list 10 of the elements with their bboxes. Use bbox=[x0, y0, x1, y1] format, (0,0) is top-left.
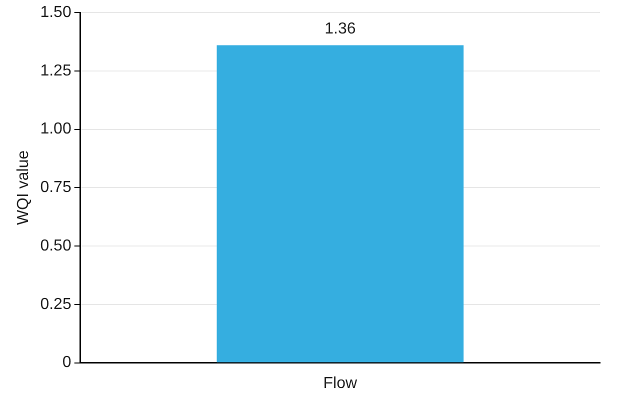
y-tick-label: 0 bbox=[62, 354, 72, 372]
y-tick-label: 0.50 bbox=[40, 237, 72, 254]
y-tick-label: 1.50 bbox=[40, 4, 72, 22]
y-tick-label: 0.25 bbox=[40, 296, 72, 313]
y-tick-label: 0.75 bbox=[40, 179, 72, 196]
y-tick-label: 1.25 bbox=[40, 62, 72, 80]
data-label: 1.36 bbox=[324, 20, 356, 38]
y-tick-label: 1.00 bbox=[40, 120, 72, 138]
y-axis-title: WQI value bbox=[15, 150, 32, 226]
x-tick-label: Flow bbox=[323, 374, 358, 392]
